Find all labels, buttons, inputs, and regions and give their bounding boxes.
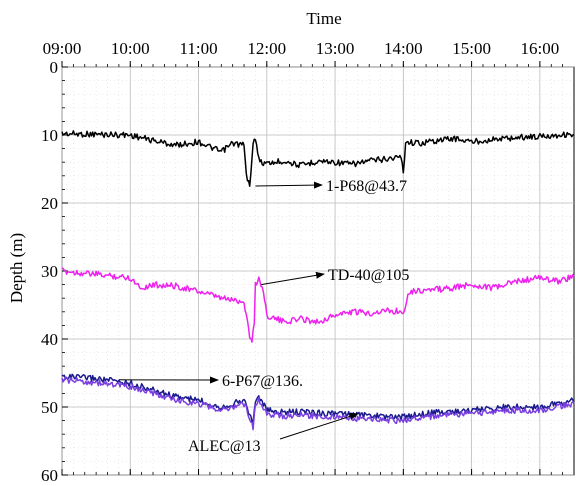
annotation-label: ALEC@13 [188,438,261,455]
annotation-label: 6-P67@136. [222,373,303,390]
series-line [61,373,574,423]
y-tick-label: 20 [41,194,58,213]
annotation-arrow [279,412,359,440]
y-tick-label: 40 [41,330,58,349]
series-line [61,130,575,187]
y-tick-label: 10 [41,126,58,145]
annotations: 1-P68@43.7 TD-40@105 6-P67@136. ALEC@13 [118,178,409,455]
y-tick-label: 50 [41,398,58,417]
x-tick-label: 11:00 [179,39,217,58]
annotation-label: TD-40@105 [328,267,409,284]
series-lines [61,130,575,431]
y-tick-label: 0 [50,58,59,77]
annotation-arrow [255,181,323,189]
x-tick-label: 09:00 [43,39,82,58]
series-line [61,267,575,343]
annotation-label: 1-P68@43.7 [326,178,407,195]
chart-title: Time [306,9,341,28]
series-line [61,376,575,431]
x-tick-label: 12:00 [247,39,286,58]
x-tick-label: 15:00 [452,39,491,58]
x-tick-label: 13:00 [316,39,355,58]
x-tick-label: 14:00 [384,39,423,58]
y-tick-label: 60 [41,466,58,485]
y-tick-label: 30 [41,262,58,281]
x-axis: 09:00 10:00 11:00 12:00 13:00 14:00 15:00 16:00 [43,39,564,475]
x-tick-label: 16:00 [520,39,559,58]
annotation-arrow [261,271,325,286]
y-axis-label: Depth (m) [7,233,26,303]
x-tick-label: 10:00 [111,39,150,58]
